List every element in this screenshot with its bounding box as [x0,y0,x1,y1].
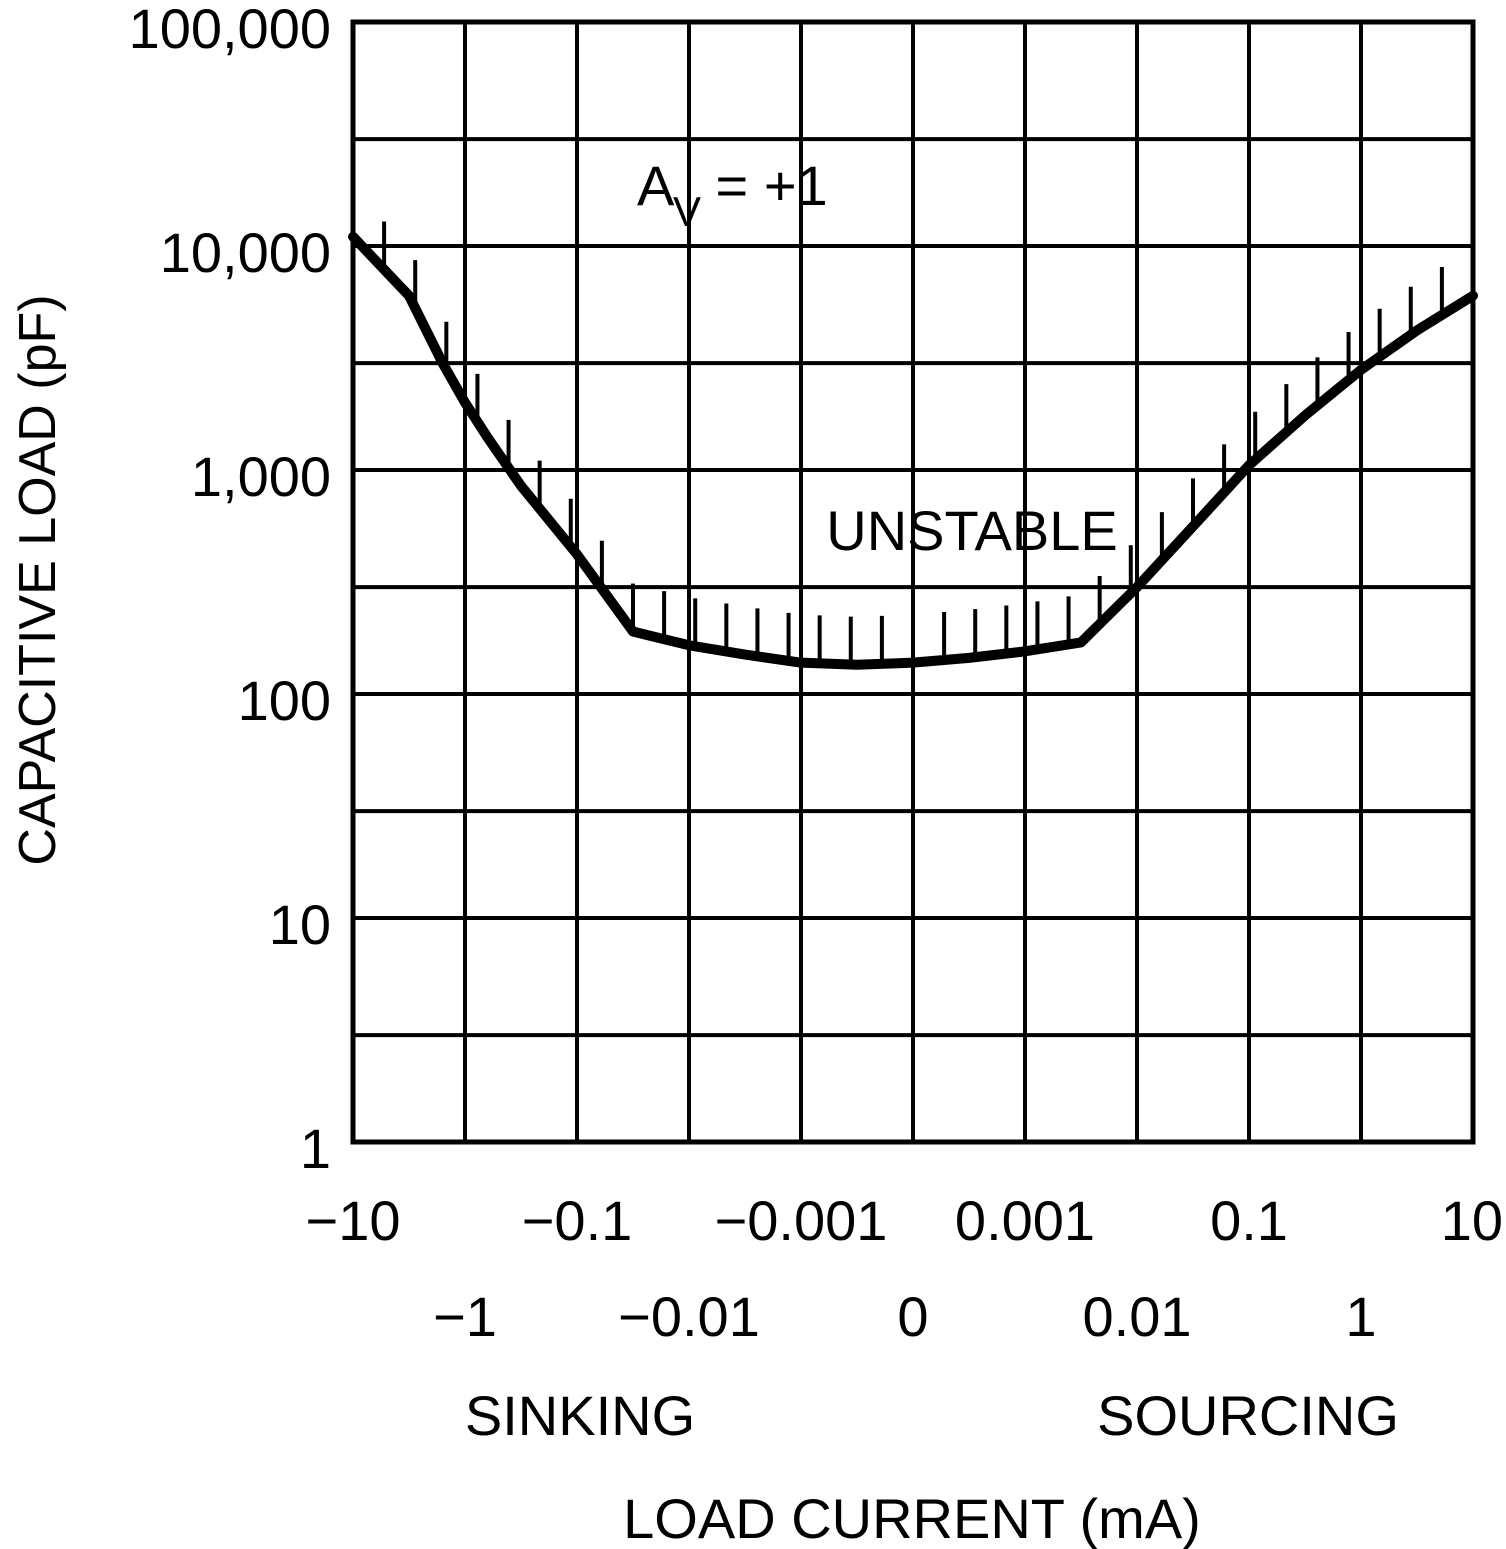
gain-annotation: A [637,154,675,217]
chart-labels: CAPACITIVE LOAD (pF) LOAD CURRENT (mA) S… [9,154,1399,1549]
x-tick-label: −0.001 [715,1189,888,1252]
x-tick-label: 0.01 [1083,1285,1192,1348]
x-tick-label: 0 [897,1285,928,1348]
boundary-line [348,231,1478,670]
y-tick-label: 100,000 [129,0,331,60]
chart-grid [350,19,1476,1145]
x-tick-label: −1 [433,1285,497,1348]
x-tick-label: −10 [306,1189,401,1252]
y-axis-label: CAPACITIVE LOAD (pF) [9,294,67,865]
y-tick-label: 10,000 [160,221,331,284]
x-tick-label: 1 [1345,1285,1376,1348]
gain-annotation-subscript: V [673,188,701,235]
y-tick-label: 1 [300,1117,331,1180]
x-axis-label: LOAD CURRENT (mA) [623,1487,1201,1549]
unstable-annotation: UNSTABLE [826,499,1117,562]
sourcing-label: SOURCING [1097,1384,1399,1447]
x-tick-label: −0.01 [618,1285,760,1348]
gain-annotation-value: = +1 [700,154,828,217]
stability-boundary [348,221,1478,670]
x-tick-label: 0.001 [955,1189,1095,1252]
y-tick-label: 10 [269,893,331,956]
x-tick-label: −0.1 [522,1189,633,1252]
x-tick-label: 10 [1441,1189,1503,1252]
sinking-label: SINKING [465,1384,695,1447]
plot-frame [350,19,1476,1145]
y-tick-label: 100 [238,669,331,732]
x-tick-label: 0.1 [1210,1189,1288,1252]
y-tick-label: 1,000 [191,445,331,508]
